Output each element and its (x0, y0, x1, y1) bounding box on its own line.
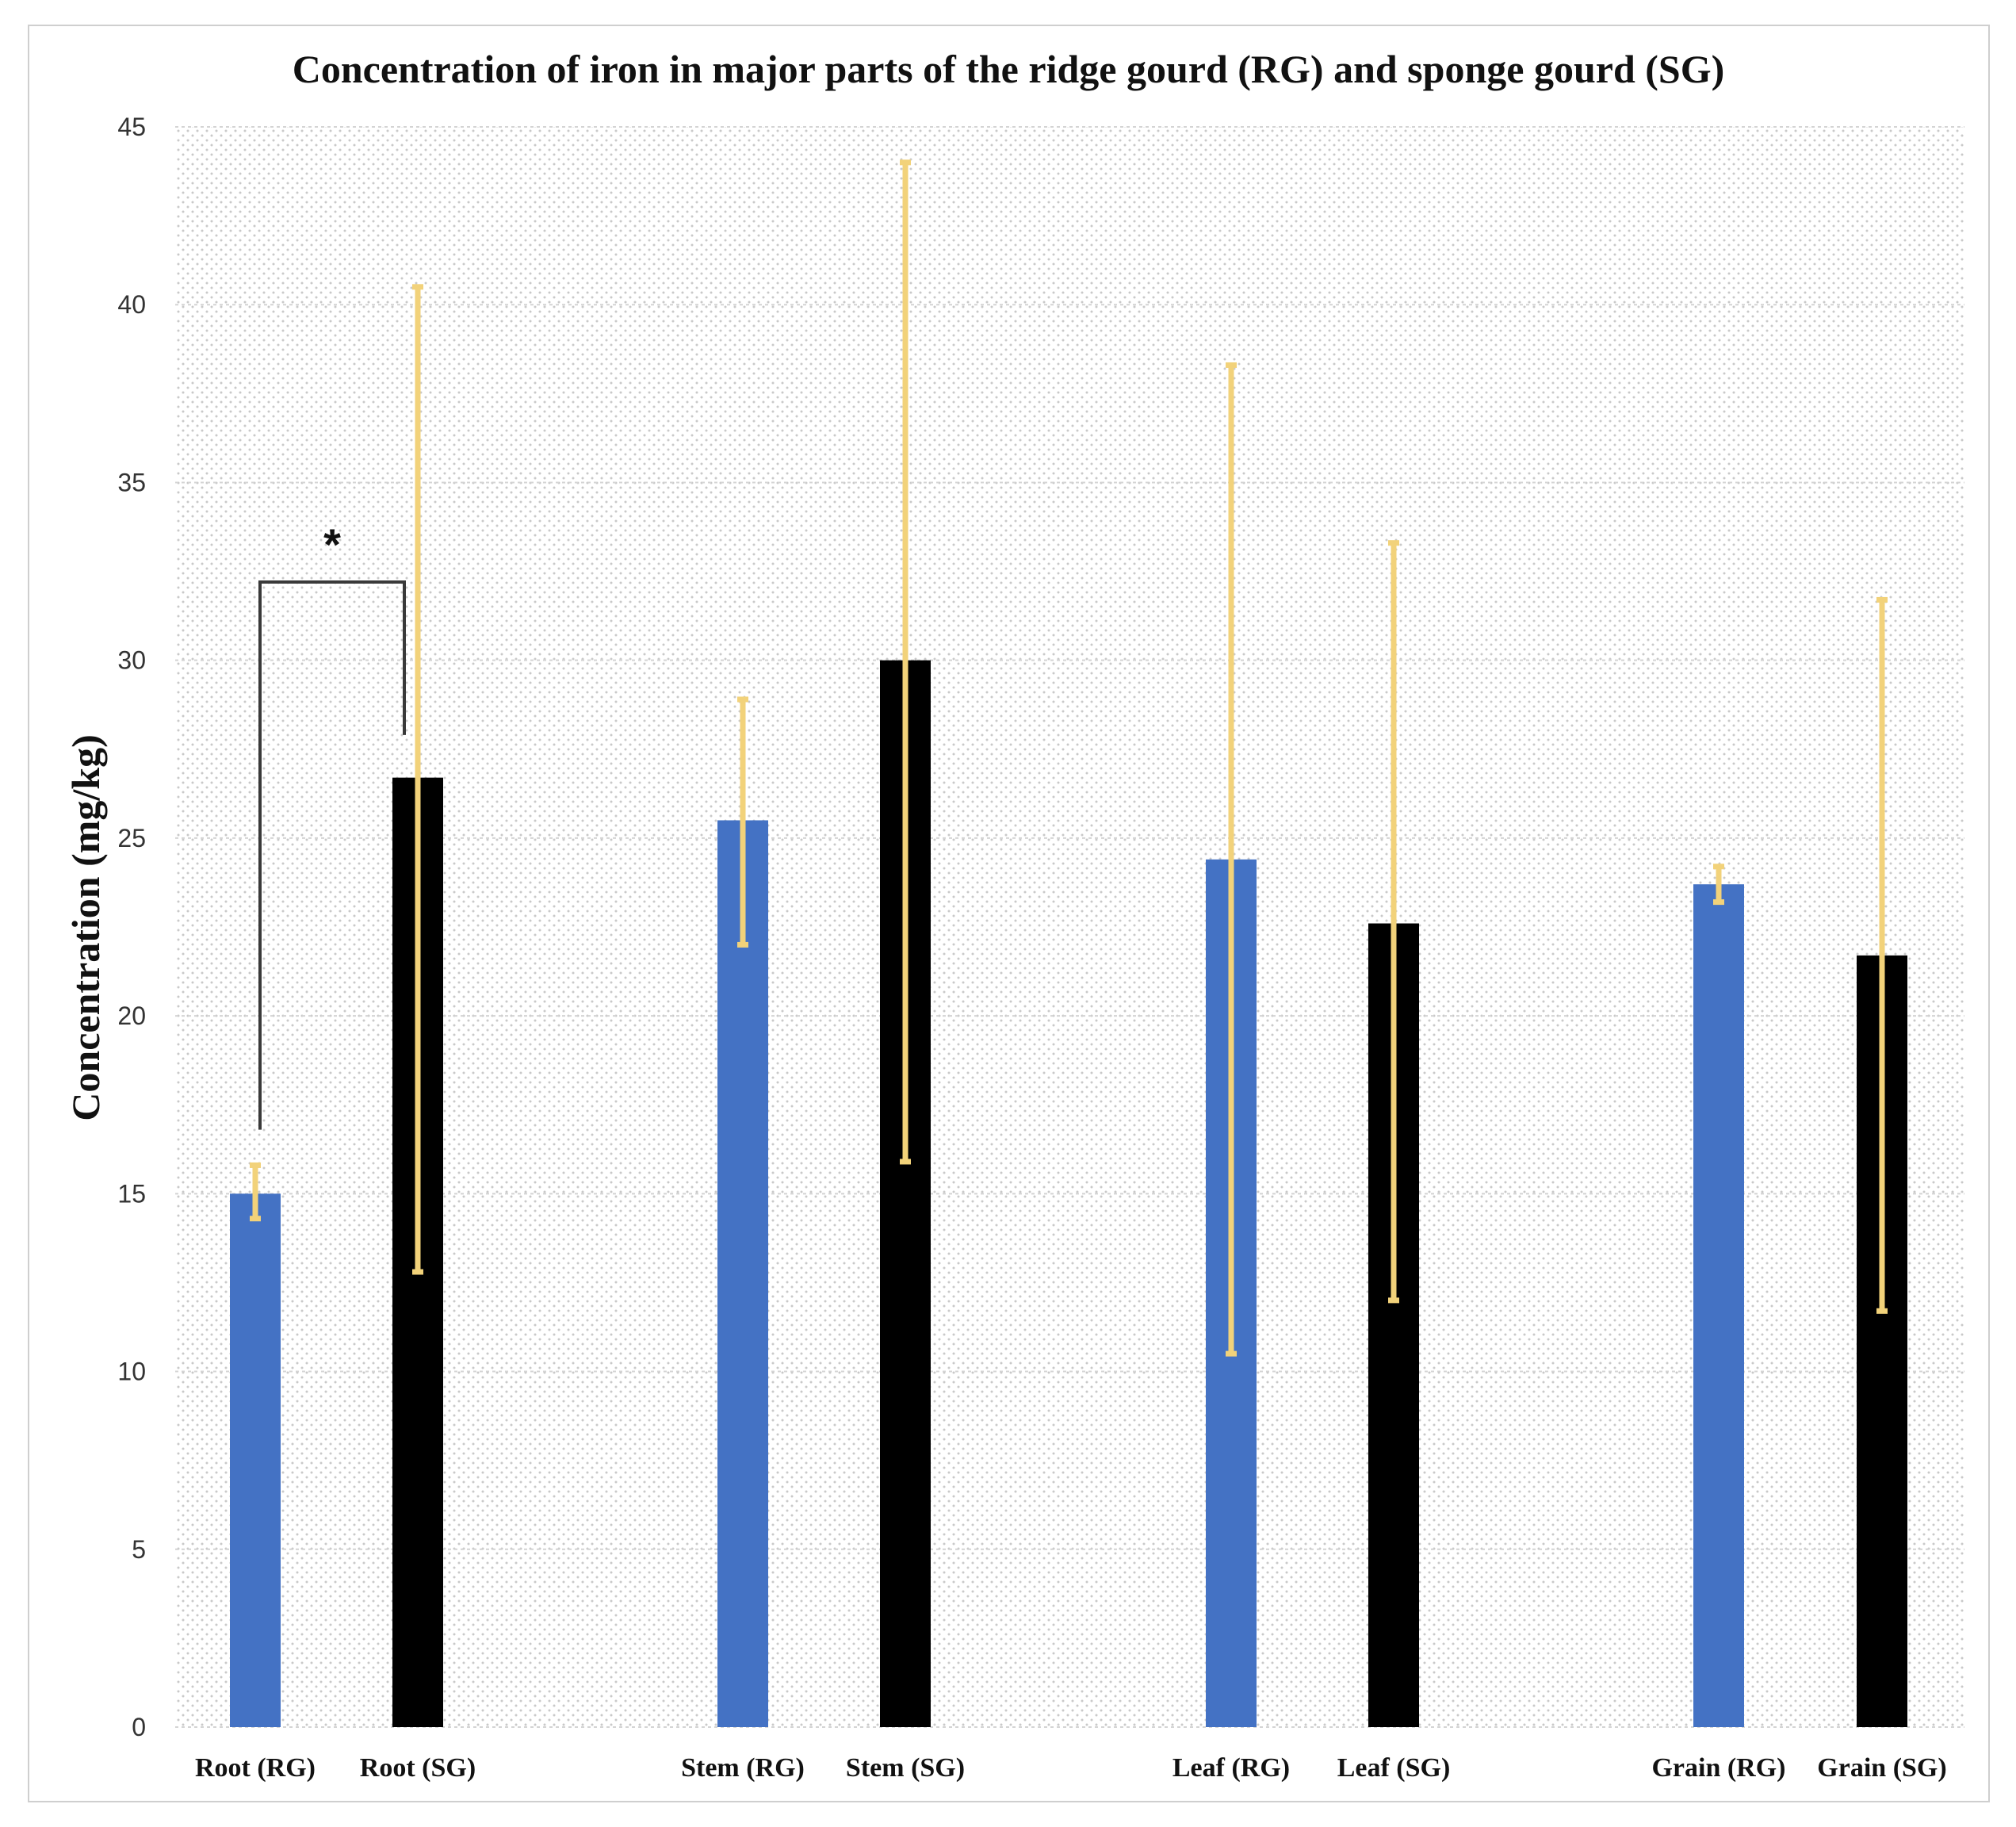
plot-area (175, 127, 1964, 1727)
x-tick-label: Grain (RG) (1651, 1753, 1785, 1783)
bars (230, 660, 1907, 1727)
y-tick-label: 5 (132, 1535, 146, 1564)
annotations: * (258, 519, 406, 1130)
significance-bracket (258, 580, 406, 1130)
significance-star: * (323, 519, 341, 569)
x-tick-label: Root (RG) (195, 1753, 316, 1783)
y-tick-label: 45 (117, 113, 146, 141)
bar (1693, 884, 1744, 1727)
bar (717, 820, 768, 1727)
error-bar (250, 1162, 261, 1222)
error-bar (737, 696, 748, 948)
y-tick-label: 30 (117, 646, 146, 675)
error-bar (1876, 596, 1888, 1314)
y-tick-label: 25 (117, 824, 146, 852)
x-tick-label: Stem (RG) (681, 1753, 805, 1783)
y-axis-ticks: 0 5 10 15 20 25 30 35 40 45 (117, 113, 146, 1741)
error-bar (1388, 540, 1399, 1304)
y-tick-label: 15 (117, 1179, 146, 1208)
x-tick-label: Root (SG) (360, 1753, 476, 1783)
error-bars (250, 159, 1888, 1357)
y-tick-label: 35 (117, 468, 146, 496)
bar (230, 1193, 281, 1727)
x-tick-label: Leaf (SG) (1337, 1753, 1451, 1783)
y-axis-label: Concentration (mg/kg) (63, 734, 108, 1120)
y-tick-label: 40 (117, 290, 146, 319)
x-tick-label: Stem (SG) (846, 1753, 965, 1783)
error-bar (1713, 864, 1724, 906)
chart-title: Concentration of iron in major parts of … (293, 47, 1725, 91)
gridlines (175, 126, 1964, 1728)
x-tick-label: Grain (SG) (1817, 1753, 1946, 1783)
x-tick-label: Leaf (RG) (1172, 1753, 1290, 1783)
y-tick-label: 20 (117, 1002, 146, 1030)
error-bar (412, 284, 423, 1275)
y-tick-label: 0 (132, 1713, 146, 1741)
x-axis-labels: Root (RG) Root (SG) Stem (RG) Stem (SG) Leaf… (195, 1753, 1947, 1783)
error-bar (900, 159, 911, 1165)
y-tick-label: 10 (117, 1358, 146, 1386)
error-bar (1226, 362, 1237, 1357)
